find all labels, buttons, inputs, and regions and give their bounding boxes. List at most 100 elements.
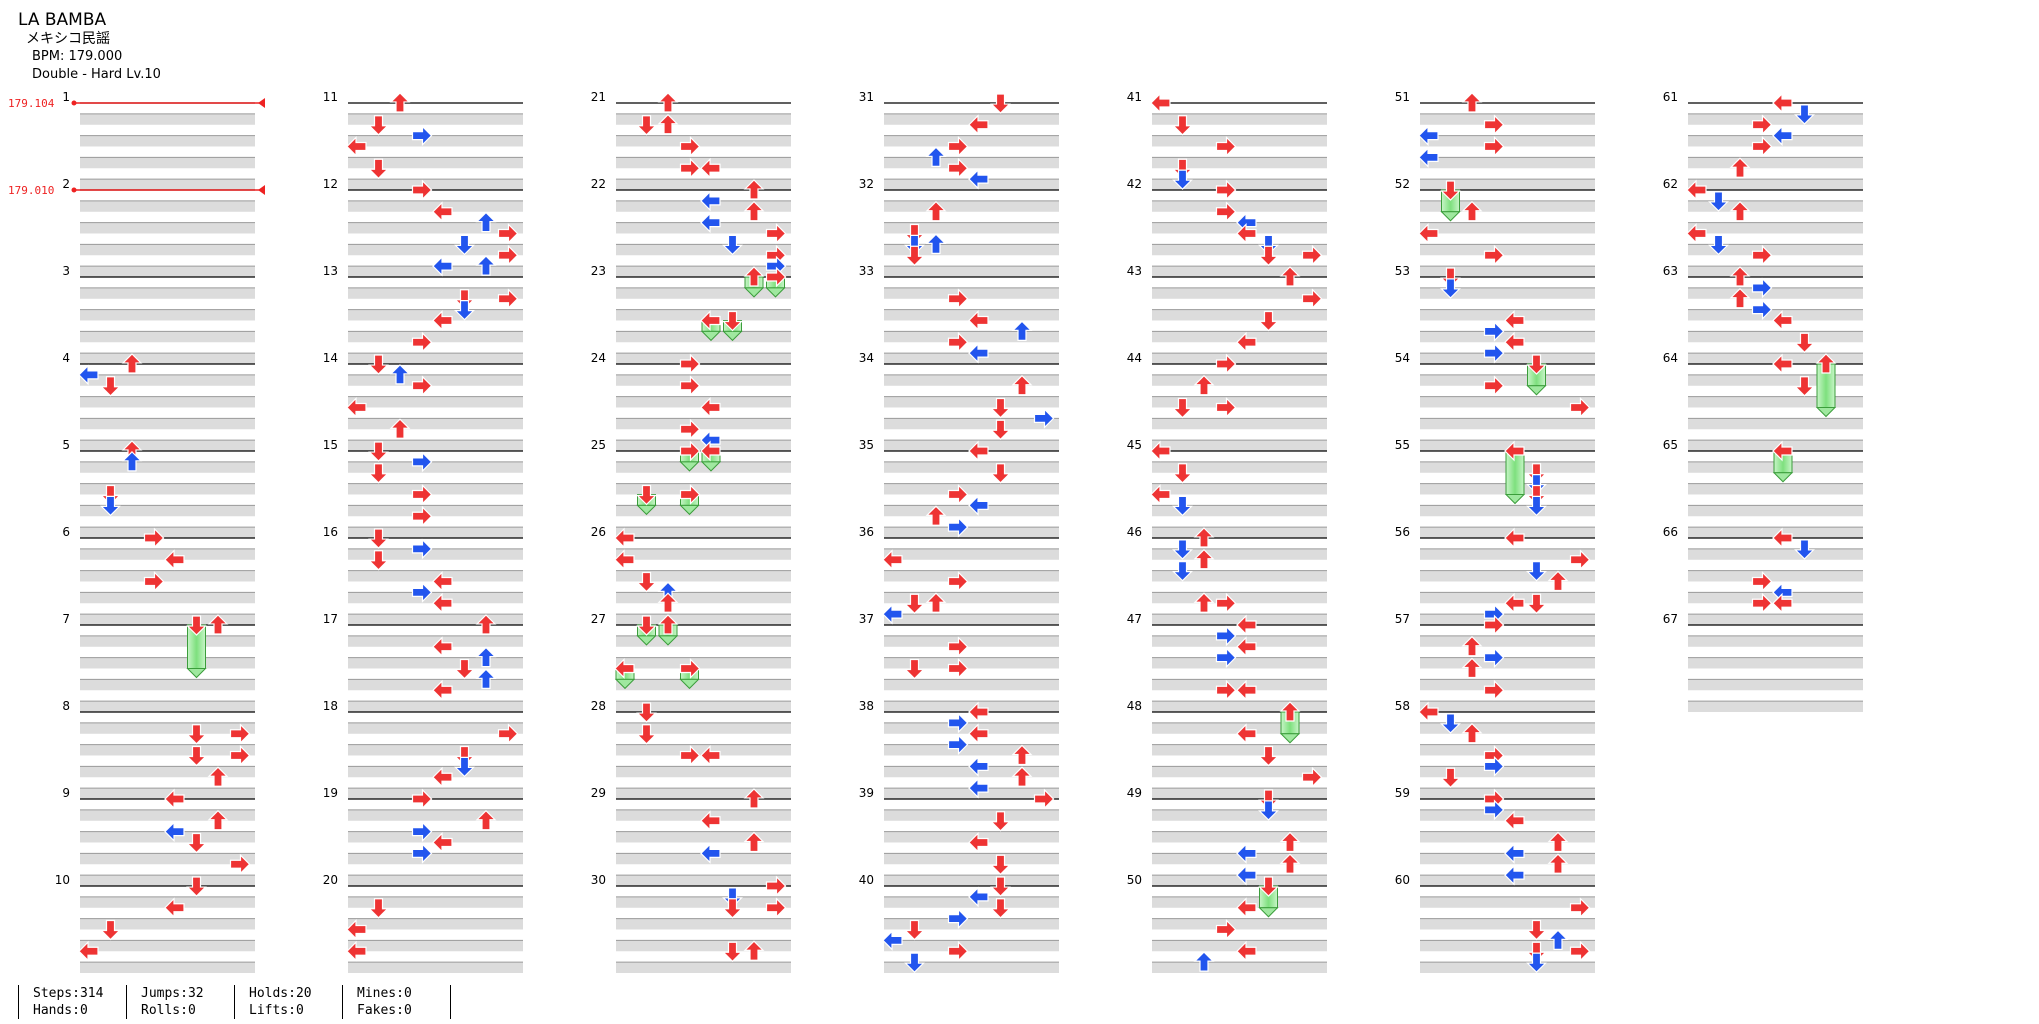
hold-end	[1526, 385, 1547, 396]
beat-band	[1152, 527, 1327, 538]
arrow-right-icon	[1483, 342, 1505, 364]
beat-band	[348, 657, 523, 669]
hold-end	[765, 287, 786, 298]
beat-band	[1420, 287, 1595, 299]
arrow-right-icon	[229, 745, 251, 766]
arrow-down-icon	[904, 952, 925, 973]
arrow-up-icon	[743, 831, 765, 853]
arrow-left-icon	[432, 592, 453, 614]
beat-band	[80, 461, 255, 473]
arrow-right-icon	[679, 375, 701, 397]
stat-group-jumps: Jumps:32 Rolls:0	[126, 985, 231, 1019]
measure-number: 15	[323, 438, 338, 452]
arrow-right-icon	[411, 484, 433, 505]
beat-band	[616, 918, 791, 930]
beat-band	[348, 353, 523, 364]
beat-band	[884, 309, 1059, 321]
arrow-right-icon	[1301, 244, 1323, 266]
beat-band	[616, 440, 791, 451]
arrow-down-icon	[1258, 745, 1279, 767]
beat-band	[1420, 505, 1595, 517]
arrow-right-icon	[497, 723, 519, 745]
measure-number: 41	[1127, 90, 1142, 104]
arrow-up-icon	[1279, 853, 1301, 874]
arrow-up-icon	[475, 809, 497, 831]
arrow-down-icon	[186, 724, 207, 745]
beat-band	[1152, 657, 1327, 669]
bpm-change-dot	[71, 100, 77, 106]
beat-band	[616, 744, 791, 756]
arrow-down-icon	[1258, 800, 1279, 821]
beat-band	[1688, 701, 1863, 712]
measure-number: 45	[1127, 438, 1142, 452]
beat-band	[884, 135, 1059, 147]
beat-band	[1688, 200, 1863, 212]
arrow-right-icon	[411, 842, 433, 864]
beat-band	[80, 701, 255, 712]
arrow-down-icon	[1172, 495, 1193, 517]
beat-band	[348, 570, 523, 582]
beat-band	[80, 157, 255, 169]
beat-band	[616, 200, 791, 212]
arrow-right-icon	[1569, 397, 1591, 418]
arrow-right-icon	[1751, 571, 1773, 592]
beat-band	[1688, 592, 1863, 604]
hold-end	[186, 668, 207, 679]
measure-number: 19	[323, 786, 338, 800]
arrow-down-icon	[186, 832, 207, 854]
beat-band	[348, 287, 523, 299]
beat-band	[616, 679, 791, 691]
arrow-down-icon	[904, 919, 925, 941]
beat-band	[348, 157, 523, 169]
arrow-right-icon	[1483, 614, 1505, 636]
beat-band	[884, 548, 1059, 560]
beat-band	[884, 766, 1059, 778]
arrow-down-icon	[990, 93, 1011, 114]
beat-band	[348, 918, 523, 930]
measure-number: 22	[591, 177, 606, 191]
arrow-up-icon	[389, 92, 411, 113]
arrow-down-icon	[990, 898, 1011, 919]
arrow-left-icon	[968, 494, 989, 516]
beat-band	[1688, 113, 1863, 125]
arrow-left-icon	[346, 919, 367, 940]
arrow-up-icon	[1011, 374, 1033, 396]
beat-band	[1152, 244, 1327, 256]
beat-band	[348, 396, 523, 408]
beat-band	[1152, 788, 1327, 799]
beat-band	[80, 766, 255, 778]
beat-band	[348, 635, 523, 647]
measure-number: 21	[591, 90, 606, 104]
hold-end	[1815, 407, 1837, 418]
beat-band	[80, 570, 255, 582]
beat-band	[1152, 570, 1327, 582]
beat-band	[884, 679, 1059, 691]
arrow-up-icon	[475, 255, 497, 276]
arrow-down-icon	[1440, 278, 1461, 299]
arrow-down-icon	[1526, 495, 1547, 517]
beat-band	[348, 744, 523, 756]
arrow-left-icon	[700, 745, 721, 766]
arrow-left-icon	[346, 940, 367, 962]
measure-number: 32	[859, 177, 874, 191]
beat-band	[348, 853, 523, 865]
beat-band	[348, 679, 523, 691]
measure-number: 38	[859, 699, 874, 713]
beat-band	[1420, 527, 1595, 538]
arrow-down-icon	[454, 234, 475, 256]
arrow-down-icon	[368, 354, 389, 375]
arrow-left-icon	[1686, 223, 1707, 244]
measure-number: 25	[591, 438, 606, 452]
beat-band	[80, 548, 255, 560]
arrow-left-icon	[1686, 179, 1707, 201]
arrow-left-icon	[1772, 125, 1793, 147]
beat-band	[884, 222, 1059, 234]
beat-band	[1688, 396, 1863, 408]
arrow-down-icon	[1172, 463, 1193, 484]
arrow-up-icon	[389, 364, 411, 385]
beat-band	[80, 374, 255, 386]
arrow-up-icon	[1729, 287, 1751, 309]
beat-band	[1420, 614, 1595, 625]
beat-band	[1420, 179, 1595, 190]
arrow-right-icon	[1483, 136, 1505, 157]
